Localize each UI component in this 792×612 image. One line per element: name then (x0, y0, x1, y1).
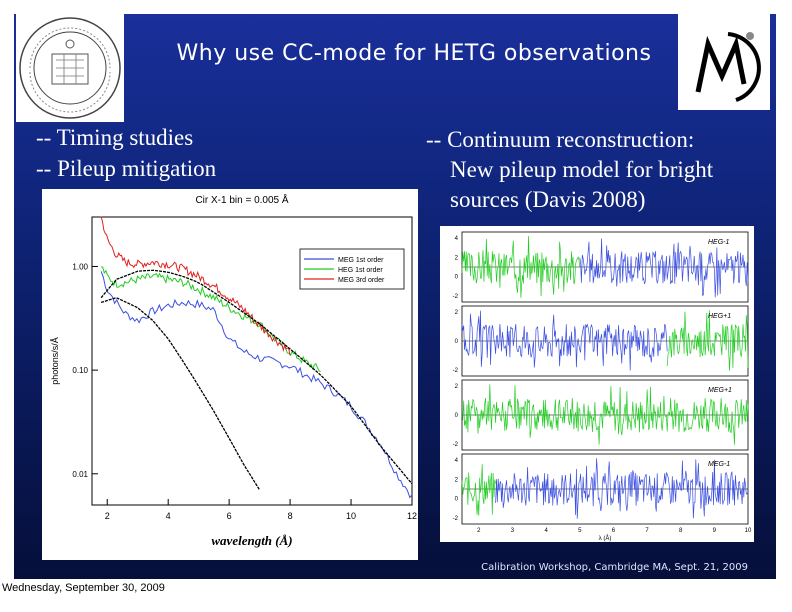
spectrum-chart: Cir X-1 bin = 0.005 Å 2 4 6 8 10 12 1.00 0.10 0.… (42, 189, 418, 560)
panel-label: MEG-1 (708, 461, 730, 468)
residual-trace (461, 235, 581, 298)
plot-frame (91, 216, 413, 506)
slide-title: Why use CC-mode for HETG observations (176, 41, 652, 66)
residual-trace (461, 384, 749, 445)
legend-entry: MEG 3rd order (338, 277, 385, 284)
residual-trace (461, 310, 668, 371)
residual-trace (666, 310, 749, 371)
series-line (100, 297, 261, 491)
residual-y-tick: 2 (455, 255, 459, 261)
residual-y-tick: 2 (455, 477, 459, 483)
footer-caption: Calibration Workshop, Cambridge MA, Sept… (481, 562, 748, 573)
residual-x-tick: 4 (544, 528, 548, 534)
legend: MEG 1st order HEG 1st order MEG 3rd order (299, 248, 405, 290)
slide: Why use CC-mode for HETG observations --… (14, 14, 776, 579)
legend-entry: HEG 1st order (338, 267, 383, 274)
bullet-pileup: -- Pileup mitigation (36, 156, 217, 181)
bullet-continuum-line-3: sources (Davis 2008) (450, 187, 646, 212)
mki-logo-icon (678, 14, 770, 110)
y-tick-label: 1.00 (72, 262, 88, 271)
series-line (100, 269, 413, 485)
bullets-left: -- Timing studies -- Pileup mitigation (36, 122, 216, 184)
panel-label: HEG-1 (708, 239, 730, 246)
chart-title: Cir X-1 bin = 0.005 Å (195, 193, 288, 206)
residual-x-tick: 3 (511, 528, 515, 534)
residual-y-tick: 0 (455, 497, 459, 503)
residual-y-tick: 0 (455, 275, 459, 281)
mit-seal-icon (16, 14, 124, 122)
residual-y-tick: -2 (453, 368, 459, 374)
residual-x-label: λ (Å) (599, 535, 612, 542)
residual-y-tick: 0 (455, 413, 459, 419)
date-caption: Wednesday, September 30, 2009 (2, 582, 165, 594)
residual-x-tick: 6 (612, 528, 616, 534)
residual-y-tick: -2 (453, 516, 459, 522)
residual-x-tick: 7 (645, 528, 649, 534)
x-tick-label: 2 (105, 511, 110, 521)
y-axis-label: photons/s/Å (50, 337, 60, 385)
residual-trace (461, 464, 496, 516)
x-tick-label: 12 (407, 511, 417, 521)
residual-trace (579, 238, 749, 298)
x-tick-label: 8 (288, 511, 293, 521)
x-tick-label: 4 (166, 511, 171, 521)
bullets-right: -- Continuum reconstruction: New pileup … (426, 125, 713, 215)
panel-label: HEG+1 (708, 313, 731, 320)
bullet-timing: -- Timing studies (36, 125, 194, 150)
residual-y-tick: 2 (455, 384, 459, 390)
y-tick-label: 0.01 (72, 470, 88, 479)
series-line (100, 216, 291, 356)
bullet-continuum: -- Continuum reconstruction: (426, 127, 695, 152)
residual-x-tick: 9 (713, 528, 717, 534)
y-tick-label: 0.10 (72, 366, 88, 375)
residual-x-tick: 2 (477, 528, 481, 534)
residual-x-tick: 8 (679, 528, 683, 534)
residual-x-tick: 10 (745, 528, 752, 534)
residual-y-tick: -2 (453, 294, 459, 300)
residual-y-tick: -2 (453, 442, 459, 448)
residual-y-tick: 0 (455, 339, 459, 345)
residual-y-tick: 4 (455, 458, 459, 464)
x-axis-label: wavelength (Å) (211, 533, 292, 548)
x-tick-label: 6 (227, 511, 232, 521)
series-line (100, 271, 413, 499)
bullet-continuum-line-2: New pileup model for bright (450, 157, 714, 182)
panel-label: MEG+1 (708, 387, 732, 394)
residual-trace (495, 458, 749, 519)
residual-x-tick: 5 (578, 528, 582, 534)
residual-y-tick: 2 (455, 310, 459, 316)
x-tick-label: 10 (346, 511, 356, 521)
legend-entry: MEG 1st order (338, 257, 384, 264)
residuals-chart: HEG-1 4 2 0 -2 HEG+1 2 0 -2 MEG+1 2 0 -2 MEG-1 4 2 0 -2 2 3… (440, 226, 754, 542)
residual-y-tick: 4 (455, 236, 459, 242)
